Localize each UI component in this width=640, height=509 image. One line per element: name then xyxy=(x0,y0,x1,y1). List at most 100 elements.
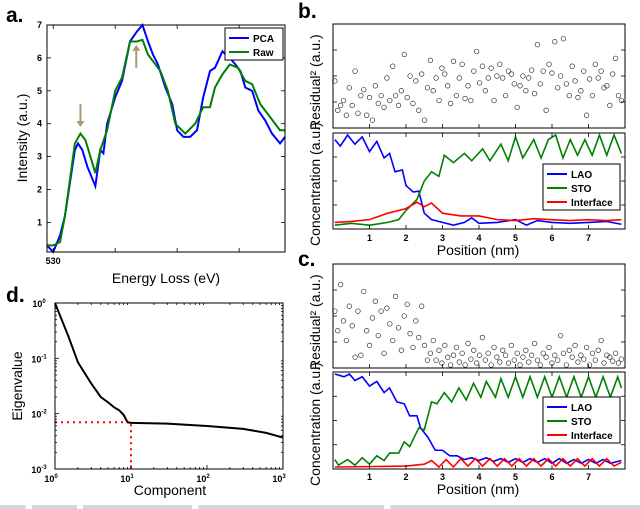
y-axis-label: Intensity (a.u.) xyxy=(14,94,30,183)
residual-point xyxy=(618,97,625,104)
residual-point xyxy=(586,362,593,368)
plot-area-residual xyxy=(332,263,626,369)
residual-point xyxy=(337,281,344,288)
residual-point xyxy=(459,61,465,67)
residual-point xyxy=(581,68,587,74)
residual-point xyxy=(340,97,347,104)
panel-label-d: d. xyxy=(6,284,25,307)
residual-point xyxy=(445,83,451,89)
chart-d-eigenvalue: 100 101 102 10310010-110-210-3ComponentEige… xyxy=(9,299,286,498)
residual-point xyxy=(416,334,422,341)
residual-point xyxy=(387,321,393,327)
residual-point xyxy=(528,67,535,73)
residual-point xyxy=(514,350,520,356)
x-axis-label: Position (nm) xyxy=(437,242,519,258)
x-tick-label: 5 xyxy=(513,233,518,243)
residual-point xyxy=(508,71,515,77)
residual-point xyxy=(471,347,477,353)
residual-point xyxy=(355,110,361,116)
residual-point xyxy=(398,88,405,94)
residual-point xyxy=(610,358,616,364)
residual-point xyxy=(612,350,619,356)
residual-point xyxy=(337,102,344,109)
residual-point xyxy=(364,112,370,118)
residual-point xyxy=(500,347,506,353)
series-line-lao xyxy=(334,133,622,227)
residual-point xyxy=(390,63,396,69)
residual-point xyxy=(453,92,460,99)
plot-area-d xyxy=(54,302,284,470)
residual-point xyxy=(563,81,570,87)
tick-exponent: 2 xyxy=(206,474,210,480)
residual-point xyxy=(433,357,439,363)
legend-label-lao: LAO xyxy=(571,170,592,181)
tick-exponent: 0 xyxy=(54,474,58,480)
residual-point xyxy=(581,356,587,362)
residual-point xyxy=(592,357,598,363)
x-tick-label: 4 xyxy=(476,233,481,243)
residual-point xyxy=(560,36,567,42)
residual-point xyxy=(410,100,416,107)
residual-point xyxy=(578,88,584,94)
residual-point xyxy=(450,58,457,64)
residual-point xyxy=(404,94,410,101)
residual-point xyxy=(488,362,494,368)
residual-point xyxy=(517,362,523,368)
residual-point xyxy=(462,362,468,368)
residual-point xyxy=(369,315,376,321)
residual-point xyxy=(346,303,352,309)
x-tick-label: 102 xyxy=(196,474,210,484)
residual-point xyxy=(494,73,500,79)
residual-point xyxy=(557,73,564,79)
tick-base: 10 xyxy=(31,465,41,475)
y-tick-label: 6 xyxy=(37,53,42,63)
panel-label-c: c. xyxy=(298,248,316,271)
residual-point xyxy=(390,337,396,344)
x-tick-label: 2 xyxy=(403,472,408,482)
residual-point xyxy=(537,362,543,368)
residual-point xyxy=(378,92,384,99)
residual-point xyxy=(447,100,454,107)
residual-point xyxy=(343,112,350,118)
series-line-lao xyxy=(334,372,622,465)
tick-exponent: -3 xyxy=(41,465,47,471)
legend-label-sto: STO xyxy=(571,417,592,428)
residual-point xyxy=(528,352,535,358)
residual-point xyxy=(508,342,515,349)
residual-point xyxy=(543,107,549,113)
residual-point xyxy=(375,332,381,339)
residual-point xyxy=(523,88,529,94)
residual-point xyxy=(526,75,532,81)
x-axis-label: Position (nm) xyxy=(437,481,519,497)
tick-base: 10 xyxy=(196,474,206,484)
residual-point xyxy=(465,340,471,347)
residual-point xyxy=(549,70,555,76)
chart-b-profile: 1 2 3 4 5 6 7 Position (nm) Concentration (a.u.)… xyxy=(307,23,626,258)
residual-point xyxy=(615,92,622,99)
x-tick-label: 5 xyxy=(513,472,518,482)
residual-point xyxy=(459,350,465,356)
residual-point xyxy=(433,75,439,81)
residual-point xyxy=(387,97,393,104)
residual-point xyxy=(534,357,541,363)
x-tick-label: 101 xyxy=(120,474,134,484)
residual-point xyxy=(407,73,413,79)
residual-point xyxy=(589,350,596,356)
panel-label-a: a. xyxy=(6,4,24,27)
y-axis-label-concentration: Concentration (a.u.) xyxy=(307,362,323,486)
y-axis-label-residual: Residual² (a.u.) xyxy=(307,34,323,130)
residual-point xyxy=(372,298,378,304)
residual-point xyxy=(378,308,384,314)
residual-point xyxy=(413,78,419,84)
residual-point xyxy=(421,342,428,349)
residual-point xyxy=(491,344,497,351)
tick-base: 10 xyxy=(120,474,130,484)
tick-base: 10 xyxy=(31,354,41,364)
y-tick-label: 1 xyxy=(37,217,42,227)
residual-point xyxy=(381,350,387,356)
residual-point xyxy=(375,100,381,107)
y-tick-label: 7 xyxy=(37,20,42,30)
residual-point xyxy=(439,65,445,71)
residual-point xyxy=(471,68,477,74)
